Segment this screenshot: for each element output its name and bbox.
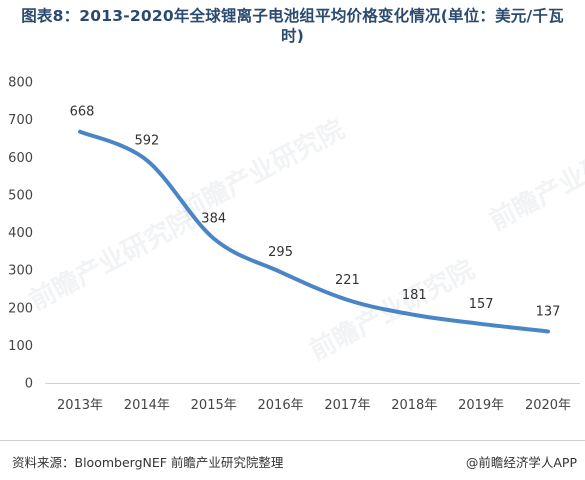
y-tick-label: 100 <box>8 339 33 354</box>
credit-note: @前瞻经济学人APP <box>465 455 577 470</box>
y-tick-label: 700 <box>8 113 33 128</box>
y-tick-label: 0 <box>25 377 33 392</box>
x-tick-label: 2014年 <box>124 398 170 413</box>
data-label: 137 <box>536 304 561 319</box>
chart-title: 图表8：2013-2020年全球锂离子电池组平均价格变化情况(单位：美元/千瓦 … <box>21 7 564 45</box>
x-tick-label: 2019年 <box>458 398 504 413</box>
y-tick-label: 500 <box>8 188 33 203</box>
data-label: 157 <box>469 297 494 312</box>
data-label: 181 <box>402 288 427 303</box>
y-tick-label: 600 <box>8 151 33 166</box>
x-tick-label: 2013年 <box>57 398 103 413</box>
x-tick-label: 2020年 <box>525 398 571 413</box>
x-tick-label: 2016年 <box>258 398 304 413</box>
data-label: 384 <box>201 212 226 227</box>
y-tick-label: 300 <box>8 264 33 279</box>
source-note: 资料来源：BloombergNEF 前瞻产业研究院整理 <box>12 455 284 470</box>
data-label: 221 <box>335 273 360 288</box>
data-label: 668 <box>70 105 95 120</box>
x-tick-label: 2017年 <box>324 398 370 413</box>
series-line <box>78 129 550 334</box>
footer-divider <box>0 440 585 441</box>
y-tick-label: 200 <box>8 301 33 316</box>
x-tick-label: 2015年 <box>191 398 237 413</box>
x-tick-label: 2018年 <box>391 398 437 413</box>
line-chart: 0 100 200 300 400 500 600 700 800 2013年 2014年 2015年… <box>8 76 580 413</box>
y-tick-label: 400 <box>8 226 33 241</box>
data-label: 295 <box>268 245 293 260</box>
y-tick-label: 800 <box>8 76 33 91</box>
data-label: 592 <box>134 133 159 148</box>
